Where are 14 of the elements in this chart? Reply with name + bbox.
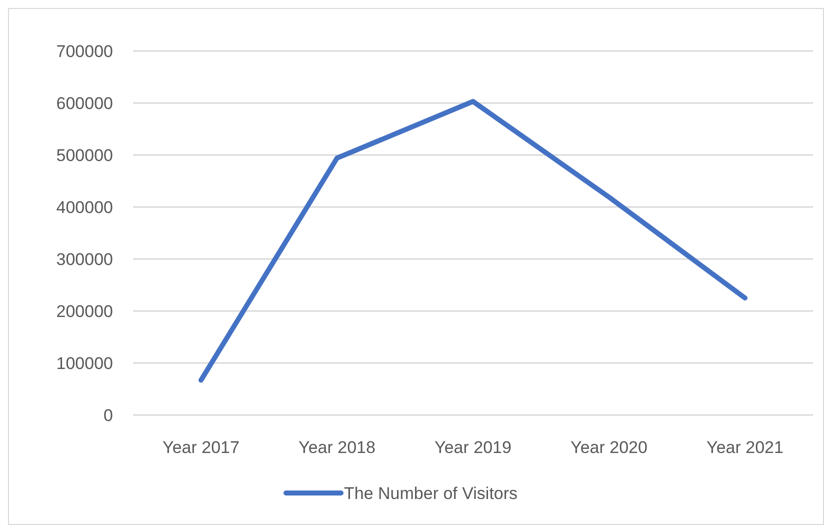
y-tick-label: 500000: [56, 146, 113, 165]
x-tick-label: Year 2017: [162, 438, 240, 457]
x-tick-label: Year 2019: [434, 438, 512, 457]
x-tick-label: Year 2020: [570, 438, 648, 457]
legend-label: The Number of Visitors: [344, 484, 518, 503]
y-tick-label: 400000: [56, 198, 113, 217]
y-tick-label: 600000: [56, 94, 113, 113]
y-tick-label: 100000: [56, 354, 113, 373]
y-tick-label: 0: [104, 406, 113, 425]
x-tick-label: Year 2021: [706, 438, 784, 457]
y-tick-label: 700000: [56, 42, 113, 61]
y-tick-label: 300000: [56, 250, 113, 269]
y-tick-label: 200000: [56, 302, 113, 321]
x-tick-label: Year 2018: [298, 438, 376, 457]
